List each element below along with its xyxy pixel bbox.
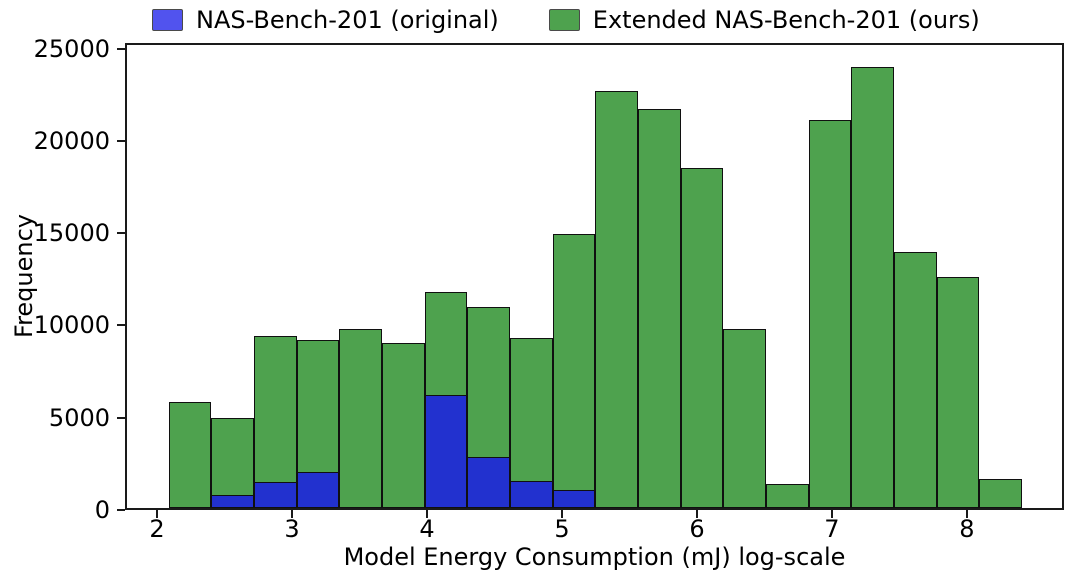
y-axis-label: Frequency [10, 214, 38, 338]
x-tick-label: 5 [554, 515, 570, 543]
legend-swatch-original-icon [152, 9, 183, 31]
histogram-bar-green [936, 277, 980, 508]
y-tick-label: 10000 [33, 311, 110, 340]
histogram-bar-green [595, 90, 639, 508]
legend-swatch-extended-icon [548, 9, 580, 31]
legend-item-extended: Extended NAS-Bench-201 (ours) [548, 6, 980, 34]
legend: NAS-Bench-201 (original) Extended NAS-Be… [152, 4, 980, 36]
y-tick-mark [117, 47, 125, 50]
x-tick-mark [830, 510, 833, 518]
histogram-bar-green [638, 109, 681, 508]
x-tick-mark [695, 510, 698, 518]
y-tick-label: 0 [94, 496, 110, 524]
histogram-bar-blue [254, 482, 297, 508]
x-axis-label: Model Energy Consumption (mJ) log-scale [343, 543, 846, 571]
histogram-bar-green [808, 120, 852, 508]
y-tick-label: 15000 [33, 219, 110, 248]
legend-item-original: NAS-Bench-201 (original) [152, 8, 499, 32]
x-tick-mark [290, 510, 293, 518]
histogram-bar-green [894, 251, 937, 508]
x-tick-mark [965, 510, 968, 518]
histogram-bar-blue [467, 456, 511, 508]
x-tick-label: 7 [824, 515, 840, 543]
histogram-bar-blue [552, 489, 596, 508]
histogram-bar-green [552, 233, 596, 508]
x-tick-mark [560, 510, 563, 518]
histogram-bar-green [382, 343, 425, 508]
y-tick-mark [117, 324, 125, 327]
y-tick-mark [117, 139, 125, 142]
y-tick-label: 5000 [48, 403, 110, 432]
plot-area [125, 43, 1064, 510]
histogram-bar-green [211, 418, 254, 508]
x-tick-mark [425, 510, 428, 518]
histogram-bar-green [723, 328, 767, 508]
histogram-bar-green [979, 478, 1023, 508]
x-tick-label: 6 [689, 515, 705, 543]
legend-label-original: NAS-Bench-201 (original) [196, 6, 499, 34]
histogram-bar-green [851, 66, 895, 508]
histogram-bar-green [680, 167, 724, 508]
x-tick-mark [155, 510, 158, 518]
histogram-bar-blue [424, 394, 468, 508]
histogram-bar-blue [296, 472, 340, 508]
y-tick-label: 25000 [33, 34, 110, 63]
histogram-bar-green [339, 328, 382, 508]
histogram-bar-blue [211, 495, 254, 508]
y-tick-mark [117, 509, 125, 511]
legend-label-extended: Extended NAS-Bench-201 (ours) [592, 6, 980, 34]
x-tick-label: 8 [959, 515, 975, 543]
x-tick-label: 3 [284, 515, 300, 543]
y-tick-label: 20000 [33, 126, 110, 155]
histogram-bar-green [510, 337, 553, 508]
x-tick-label: 4 [419, 515, 435, 543]
histogram-bar-blue [510, 480, 553, 508]
histogram-bar-green [254, 335, 297, 508]
y-tick-mark [117, 232, 125, 235]
x-tick-label: 2 [149, 515, 165, 543]
histogram-bar-green [168, 401, 212, 508]
histogram-bar-green [766, 484, 809, 508]
y-tick-mark [117, 416, 125, 419]
